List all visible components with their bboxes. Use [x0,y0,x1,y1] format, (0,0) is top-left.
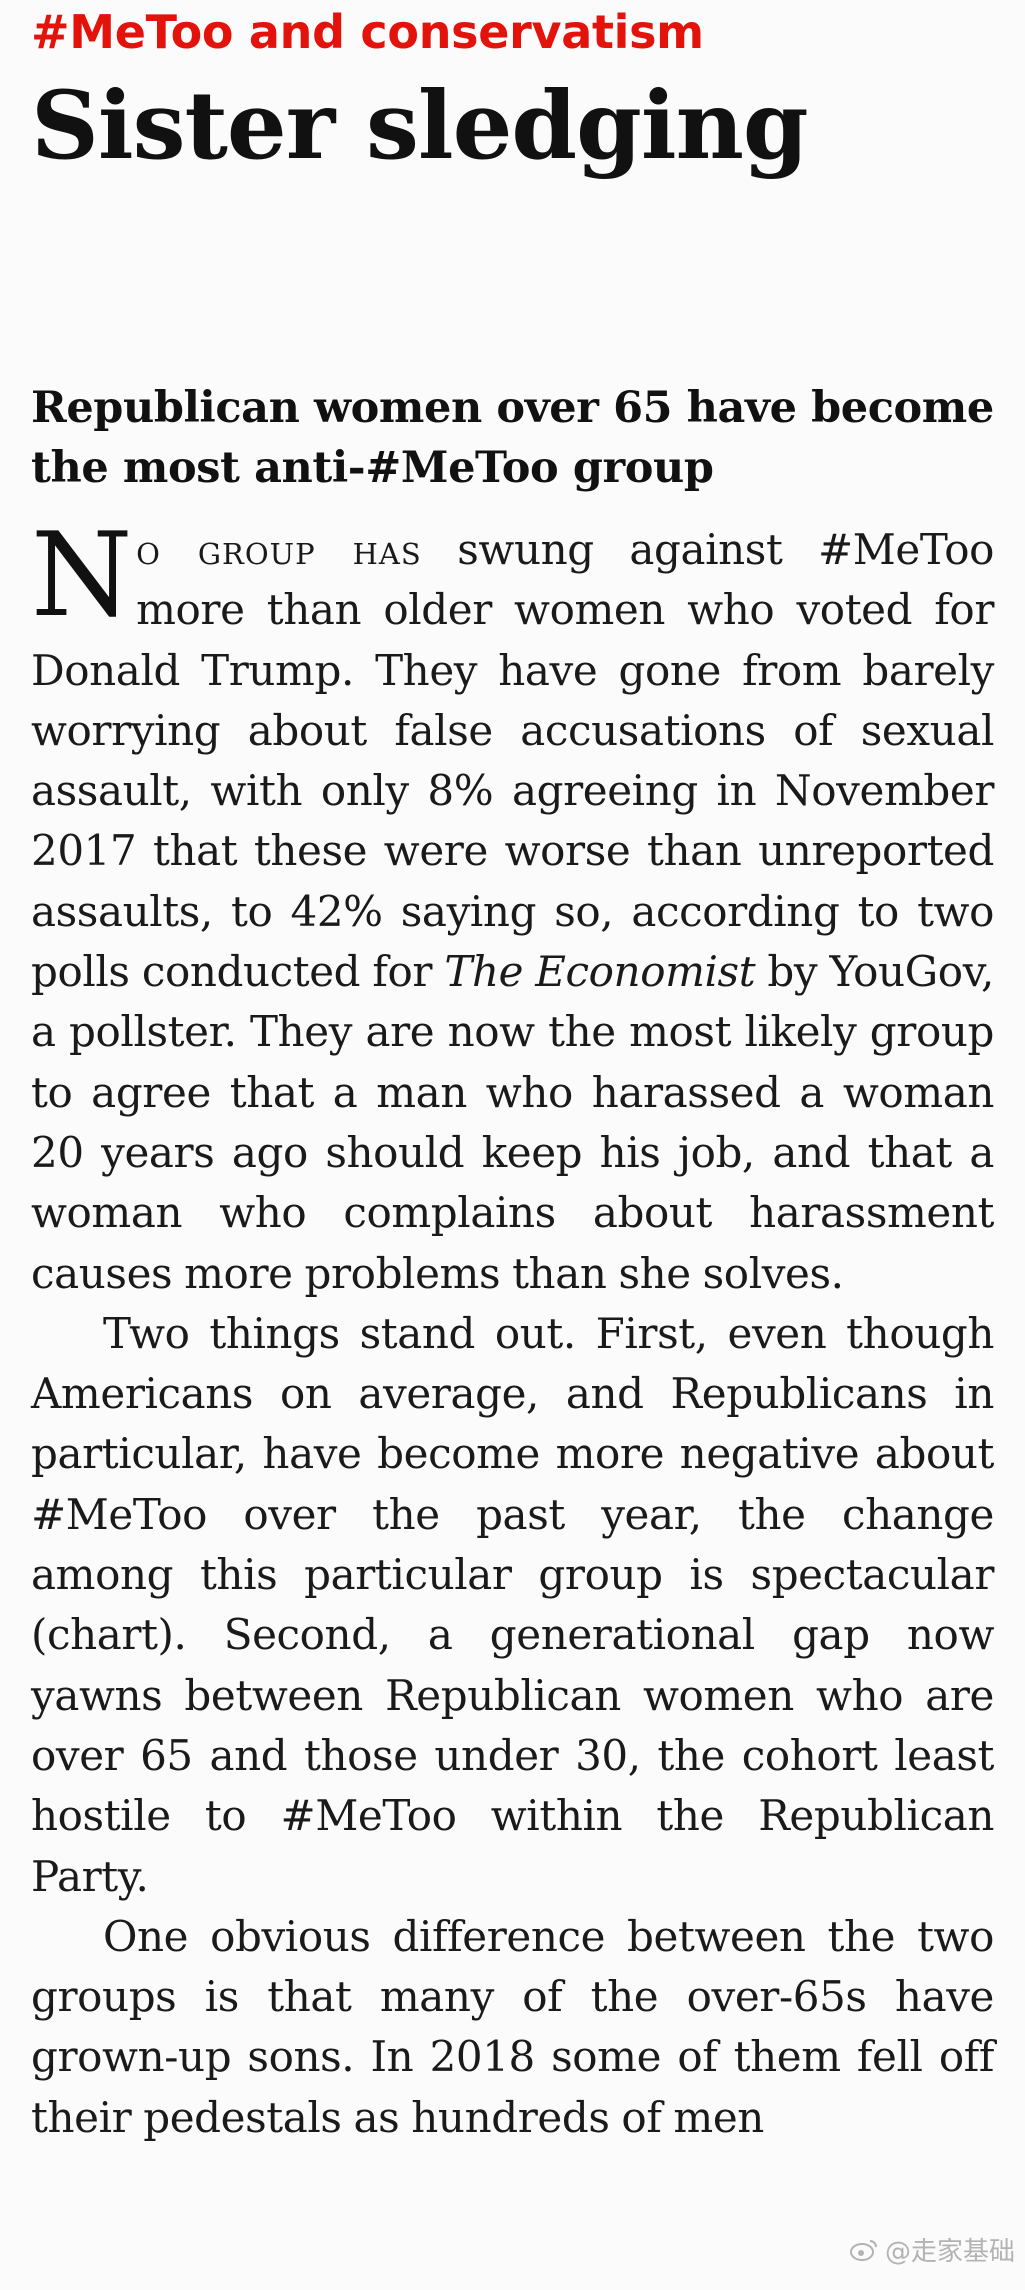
fly-title: #MeToo and conservatism [31,5,704,59]
weibo-icon [849,2239,877,2261]
watermark-text: @走家基础 [884,2237,1015,2267]
drop-cap: N [31,508,133,643]
lead-in-small-caps: o group has [136,525,422,574]
headline: Sister sledging [31,71,809,181]
paragraph-1-text-a: swung against #MeToo more than older wom… [31,525,994,997]
rubric: Republican women over 65 have become the… [31,383,994,493]
publication-name: The Economist [444,947,756,997]
paragraph-2: Two things stand out. First, even though… [31,1308,994,1901]
paragraph-1-text-b: by YouGov, a pollster. They are now the … [31,947,994,1298]
article: #MeToo and conservatism Sister sledging … [31,0,994,2148]
paragraph-3: One obvious difference between the two g… [31,1911,994,2142]
watermark: @走家基础 [849,2231,1015,2268]
